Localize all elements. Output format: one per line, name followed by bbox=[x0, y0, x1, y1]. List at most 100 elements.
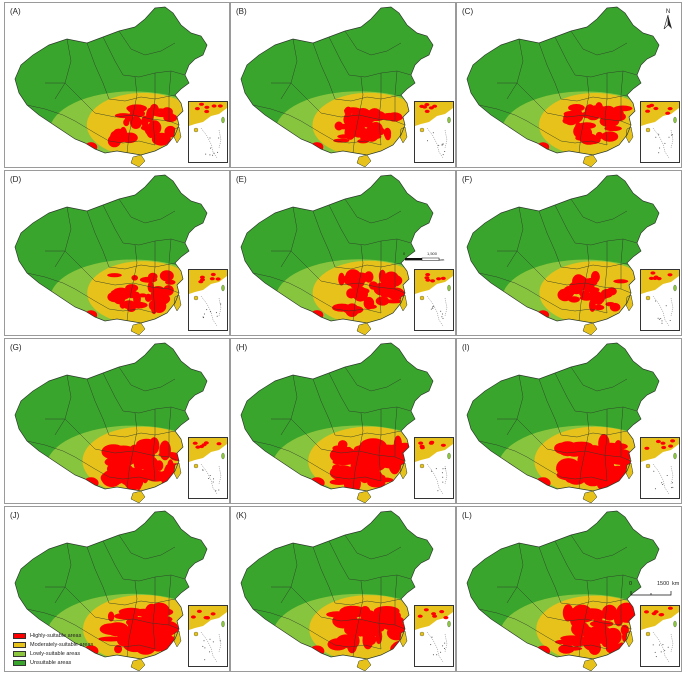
highly-suitable-patch bbox=[593, 304, 605, 311]
south-china-sea-inset bbox=[640, 269, 680, 331]
highly-suitable-patch bbox=[138, 293, 148, 298]
highly-suitable-patch bbox=[604, 125, 622, 132]
island-dot bbox=[668, 136, 670, 138]
inset-hainan bbox=[193, 295, 199, 301]
legend-swatch bbox=[13, 632, 26, 639]
province-boundary bbox=[108, 430, 176, 438]
island-dot bbox=[440, 651, 442, 653]
province-boundary bbox=[546, 616, 632, 630]
hainan-island bbox=[130, 658, 146, 671]
inset-highly-suitable-patch bbox=[667, 273, 673, 277]
panel-label: (G) bbox=[10, 343, 22, 352]
province-boundary bbox=[300, 120, 382, 146]
province-boundary bbox=[320, 448, 406, 462]
panel-label: (A) bbox=[10, 7, 21, 16]
highly-suitable-patch bbox=[577, 122, 596, 129]
china-suitability-map bbox=[466, 510, 660, 671]
moderately-suitable-region bbox=[87, 261, 199, 323]
province-boundary bbox=[94, 616, 180, 630]
province-boundary bbox=[152, 73, 156, 146]
south-china-sea-inset bbox=[414, 269, 454, 331]
province-boundary bbox=[526, 624, 608, 650]
inset-highly-suitable-patch bbox=[418, 441, 424, 445]
inset-highly-suitable-patch bbox=[216, 442, 222, 446]
province-boundary bbox=[45, 418, 96, 450]
panel-label: (H) bbox=[236, 343, 248, 352]
map-panel: (L) 0 1500 km bbox=[456, 506, 682, 672]
island-dot bbox=[209, 311, 211, 313]
china-suitability-map bbox=[240, 174, 434, 335]
province-boundary bbox=[538, 546, 562, 604]
map-panel: (I) bbox=[456, 338, 682, 504]
highly-suitable-patch bbox=[356, 627, 375, 636]
highly-suitable-patch bbox=[114, 612, 138, 620]
highly-suitable-patch bbox=[579, 290, 590, 298]
north-label: N bbox=[665, 9, 671, 15]
province-boundary bbox=[378, 241, 382, 314]
province-boundary bbox=[271, 418, 322, 450]
highly-suitable-patch bbox=[114, 644, 123, 654]
inset-mainland bbox=[189, 438, 227, 462]
scale-start-label: 0 bbox=[403, 251, 406, 256]
province-boundary bbox=[108, 94, 176, 102]
highly-suitable-patch bbox=[155, 460, 164, 471]
island-dot bbox=[442, 476, 444, 478]
island-dot bbox=[658, 152, 660, 154]
province-boundary bbox=[497, 418, 548, 450]
province-boundary bbox=[570, 198, 628, 224]
province-boundary bbox=[526, 288, 608, 314]
inset-highly-suitable-patch bbox=[655, 439, 661, 444]
province-boundary bbox=[538, 378, 562, 436]
hainan-island bbox=[582, 322, 598, 335]
province-boundary bbox=[152, 241, 156, 314]
highly-suitable-patch bbox=[589, 298, 596, 312]
inset-highly-suitable-patch bbox=[423, 608, 429, 612]
country-boundary bbox=[14, 510, 208, 660]
province-boundary bbox=[344, 366, 402, 392]
province-boundary bbox=[312, 546, 336, 604]
highly-suitable-patch bbox=[590, 271, 600, 283]
inset-highly-suitable-patch bbox=[419, 104, 425, 108]
island-dot bbox=[667, 646, 669, 648]
highly-suitable-patch bbox=[353, 291, 362, 300]
highly-suitable-patch bbox=[343, 608, 352, 622]
nine-dash-line bbox=[652, 463, 674, 495]
scale-unit-label: km bbox=[439, 257, 445, 262]
inset-map bbox=[189, 606, 227, 663]
province-boundary bbox=[320, 112, 406, 126]
province-boundary bbox=[168, 238, 172, 289]
country-boundary bbox=[240, 510, 434, 660]
island-dot bbox=[652, 644, 654, 646]
province-boundary bbox=[526, 456, 608, 482]
province-boundary bbox=[394, 574, 398, 625]
highly-suitable-patch bbox=[145, 603, 159, 620]
highly-suitable-patch bbox=[149, 437, 160, 454]
inset-highly-suitable-patch bbox=[430, 279, 436, 283]
inset-highly-suitable-patch bbox=[196, 609, 202, 613]
province-boundary bbox=[54, 206, 72, 268]
province-boundary bbox=[252, 608, 302, 626]
inset-taiwan bbox=[673, 452, 677, 460]
inset-map bbox=[415, 606, 453, 663]
panel-label: (D) bbox=[10, 175, 22, 184]
legend-swatch bbox=[13, 641, 26, 648]
province-boundary bbox=[312, 210, 336, 268]
inset-highly-suitable-patch bbox=[204, 616, 210, 620]
highly-suitable-patch bbox=[144, 123, 160, 137]
inset-taiwan bbox=[221, 452, 225, 460]
province-boundary bbox=[102, 372, 124, 412]
province-boundary bbox=[126, 412, 138, 490]
inset-highly-suitable-patch bbox=[653, 610, 659, 614]
province-boundary bbox=[102, 540, 124, 580]
inset-map bbox=[189, 270, 227, 327]
inset-highly-suitable-patch bbox=[424, 109, 430, 113]
map-panel: (D) bbox=[4, 170, 230, 336]
province-boundary bbox=[94, 280, 180, 294]
highly-suitable-patch bbox=[583, 135, 601, 145]
province-boundary bbox=[118, 198, 176, 224]
province-boundary bbox=[271, 82, 322, 114]
china-suitability-map bbox=[240, 510, 434, 671]
inset-highly-suitable-patch bbox=[215, 277, 221, 281]
province-boundary bbox=[300, 288, 382, 314]
country-boundary bbox=[466, 6, 660, 156]
